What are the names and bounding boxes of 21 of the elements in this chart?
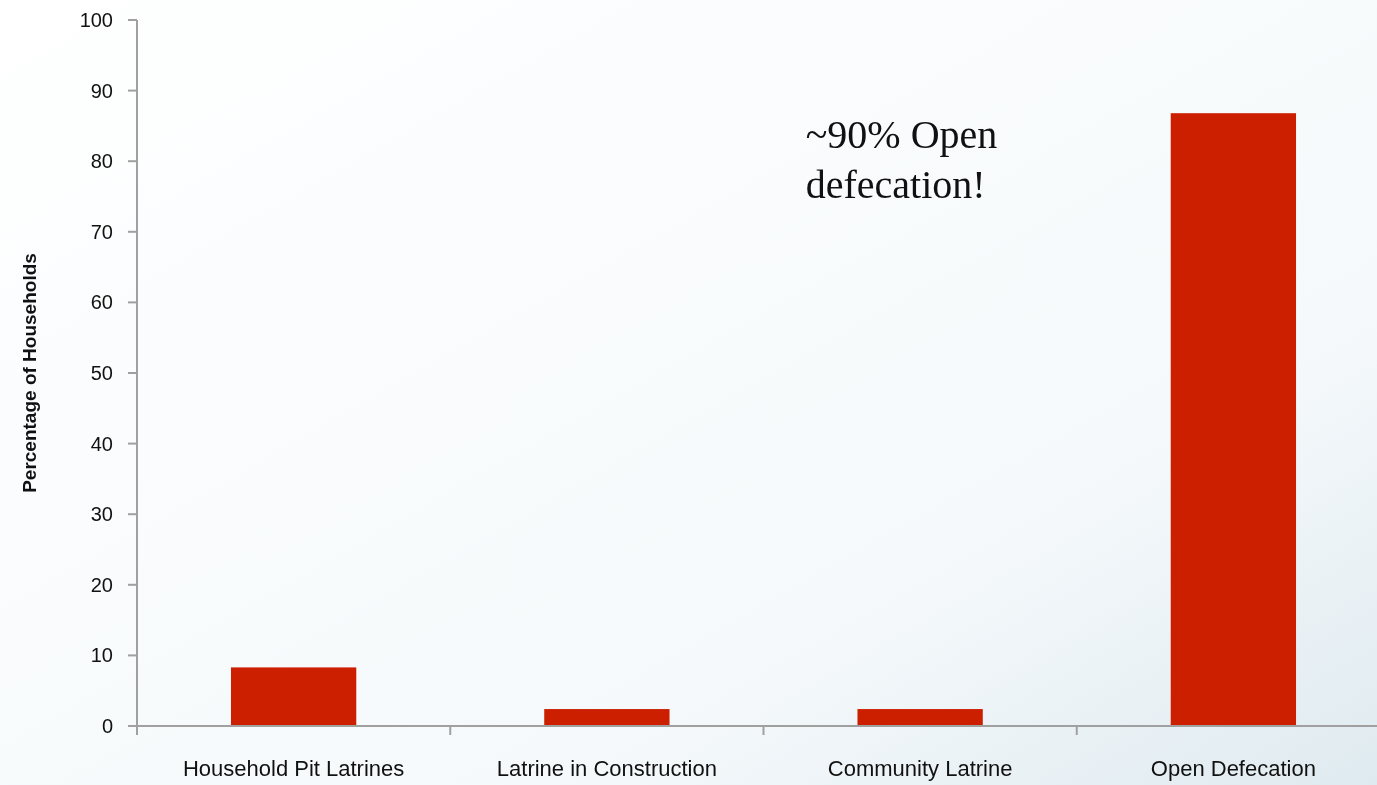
bar — [230, 667, 357, 726]
y-tick-label: 100 — [79, 9, 113, 31]
y-tick-label: 60 — [90, 291, 113, 314]
y-tick-label: 30 — [90, 503, 113, 526]
y-axis-title: Percentage of Households — [19, 253, 40, 493]
y-tick-label: 10 — [90, 644, 113, 667]
bar — [544, 709, 670, 726]
bar — [1170, 113, 1297, 726]
x-tick-label: Household Pit Latrines — [182, 756, 405, 781]
y-tick-label: 90 — [90, 79, 113, 102]
x-tick-label: Open Defecation — [1150, 756, 1316, 781]
y-tick-label: 80 — [90, 150, 113, 173]
y-tick-label: 0 — [101, 715, 113, 737]
x-tick-label: Latrine in Construction — [496, 756, 717, 781]
y-tick-label: 20 — [90, 573, 113, 596]
y-tick-label: 50 — [90, 362, 113, 384]
y-tick-label: 40 — [90, 432, 113, 455]
annotation: ~90% Open defecation! — [805, 112, 998, 207]
bar — [857, 709, 983, 726]
x-tick-label: Community Latrine — [827, 756, 1013, 781]
y-tick-label: 70 — [90, 220, 113, 243]
